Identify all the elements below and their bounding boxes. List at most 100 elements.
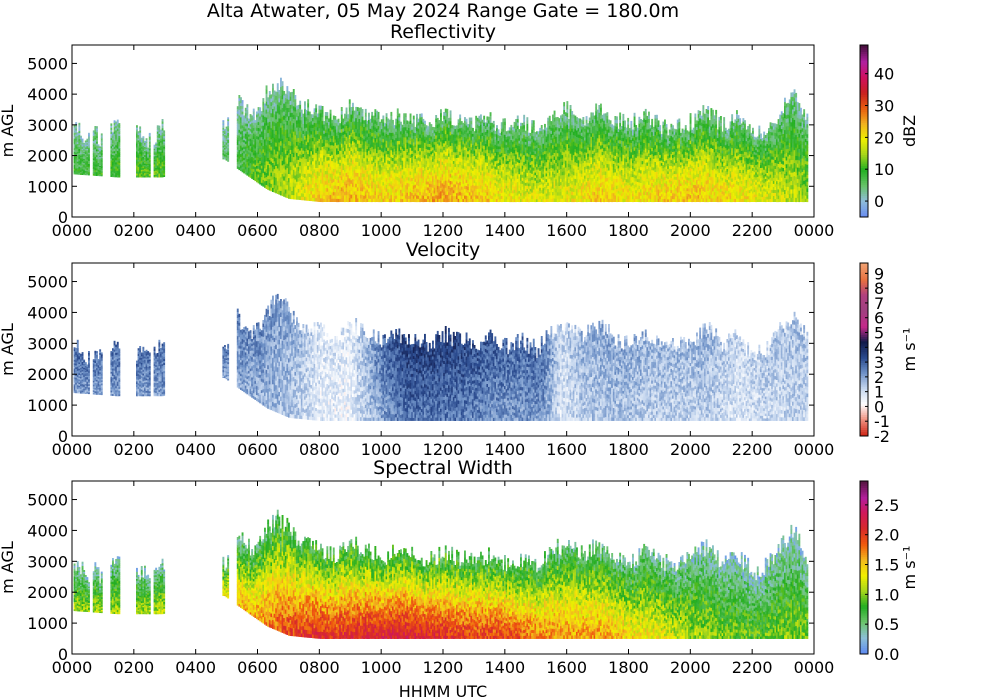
heatmap-cell — [236, 115, 239, 119]
heatmap-cell — [75, 170, 78, 173]
heatmap-cell — [292, 148, 295, 153]
heatmap-cell — [459, 114, 462, 119]
heatmap-cell — [289, 149, 292, 154]
heatmap-cell — [100, 135, 103, 138]
heatmap-cell — [86, 168, 89, 170]
heatmap-cell — [161, 168, 164, 171]
heatmap-cell — [297, 115, 300, 120]
heatmap-cell — [76, 140, 79, 143]
heatmap-cell — [288, 186, 290, 191]
heatmap-cell — [227, 125, 230, 128]
heatmap-cell — [139, 153, 142, 156]
heatmap-cell — [160, 167, 162, 171]
heatmap-cell — [251, 122, 254, 126]
heatmap-cell — [238, 100, 241, 104]
heatmap-cell — [265, 184, 268, 189]
heatmap-cell — [112, 135, 114, 138]
heatmap-cell — [244, 115, 247, 119]
heatmap-cell — [243, 122, 246, 125]
heatmap-cell — [115, 123, 118, 127]
heatmap-cell — [160, 151, 162, 154]
heatmap-cell — [156, 129, 159, 132]
heatmap-cell — [238, 123, 241, 127]
heatmap-cell — [88, 170, 90, 173]
heatmap-cell — [294, 155, 297, 160]
heatmap-cell — [83, 157, 86, 160]
heatmap-cell — [267, 104, 270, 109]
heatmap-cell — [137, 175, 140, 178]
heatmap-cell — [142, 173, 145, 176]
heatmap-cell — [304, 105, 306, 110]
heatmap-cell — [100, 161, 103, 164]
heatmap-cell — [283, 151, 286, 157]
heatmap-cell — [113, 135, 116, 139]
heatmap-cell — [273, 110, 276, 115]
heatmap-cell — [83, 166, 86, 168]
heatmap-cell — [92, 142, 95, 145]
heatmap-cell — [97, 161, 100, 163]
heatmap-cell — [286, 141, 289, 147]
heatmap-cell — [145, 165, 148, 167]
heatmap-cell — [264, 148, 266, 153]
heatmap-cell — [225, 157, 228, 160]
heatmap-cell — [158, 165, 161, 168]
heatmap-cell — [118, 135, 121, 139]
heatmap-cell — [289, 194, 292, 200]
heatmap-cell — [94, 148, 97, 152]
heatmap-cell — [142, 175, 145, 178]
heatmap-cell — [224, 134, 226, 137]
heatmap-cell — [139, 149, 142, 153]
heatmap-cell — [292, 89, 295, 94]
heatmap-cell — [147, 162, 150, 164]
heatmap-cell — [100, 133, 103, 136]
heatmap-cell — [257, 118, 260, 123]
heatmap-cell — [296, 120, 298, 124]
heatmap-cell — [156, 163, 159, 166]
heatmap-cell — [110, 156, 113, 159]
heatmap-cell — [284, 161, 287, 166]
heatmap-cell — [292, 182, 295, 187]
heatmap-cell — [118, 175, 121, 178]
heatmap-cell — [289, 145, 292, 150]
heatmap-cell — [281, 186, 284, 192]
heatmap-cell — [329, 109, 332, 114]
heatmap-cell — [256, 130, 258, 134]
heatmap-cell — [246, 115, 249, 119]
heatmap-cell — [147, 157, 150, 160]
heatmap-cell — [238, 146, 241, 150]
heatmap-cell — [116, 139, 119, 143]
heatmap-cell — [225, 153, 228, 156]
heatmap-cell — [158, 127, 161, 130]
heatmap-cell — [265, 129, 268, 134]
heatmap-cell — [140, 146, 143, 149]
heatmap-cell — [136, 175, 138, 178]
heatmap-cell — [294, 131, 297, 136]
heatmap-cell — [249, 148, 252, 151]
heatmap-cell — [272, 179, 274, 184]
heatmap-cell — [155, 146, 158, 149]
heatmap-cell — [281, 125, 284, 130]
heatmap-cell — [96, 143, 98, 146]
heatmap-cell — [297, 159, 300, 164]
heatmap-cell — [147, 168, 150, 170]
heatmap-cell — [84, 151, 87, 153]
heatmap-cell — [278, 154, 281, 159]
heatmap-cell — [278, 102, 281, 107]
heatmap-cell — [227, 151, 230, 154]
heatmap-cell — [137, 170, 140, 173]
heatmap-cell — [292, 194, 295, 200]
heatmap-cell — [86, 149, 89, 152]
heatmap-cell — [83, 163, 86, 166]
heatmap-cell — [137, 148, 140, 151]
heatmap-cell — [94, 171, 97, 174]
heatmap-cell — [81, 146, 84, 149]
heatmap-cell — [155, 142, 158, 145]
heatmap-cell — [236, 158, 239, 162]
heatmap-cell — [260, 119, 263, 123]
heatmap-cell — [227, 156, 230, 159]
heatmap-cell — [116, 143, 119, 147]
heatmap-cell — [296, 181, 298, 186]
heatmap-cell — [113, 139, 116, 143]
heatmap-cell — [83, 144, 86, 146]
heatmap-cell — [265, 109, 268, 114]
